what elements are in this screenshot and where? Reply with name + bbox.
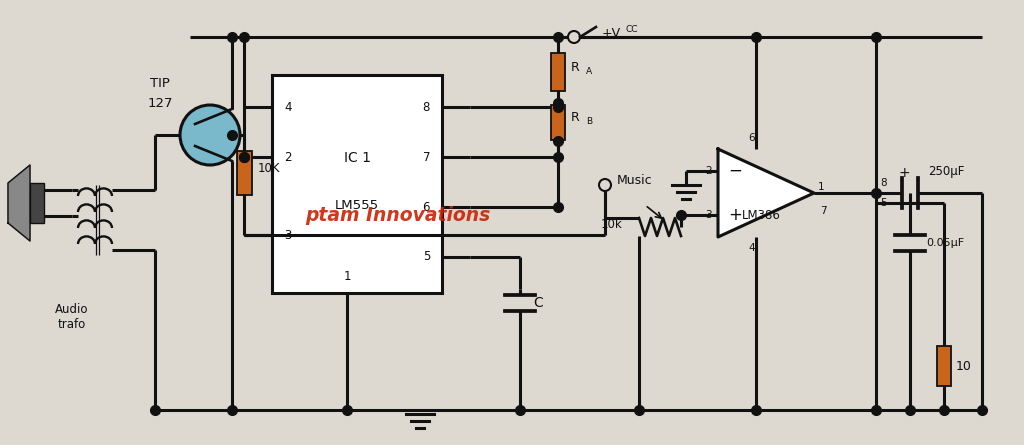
Text: 2: 2 (706, 166, 712, 176)
Text: R: R (571, 110, 580, 124)
Text: Music: Music (617, 174, 652, 187)
Text: 6: 6 (748, 133, 755, 143)
Text: 3: 3 (284, 228, 292, 242)
Text: 7: 7 (423, 150, 430, 163)
Text: 10K: 10K (258, 162, 281, 175)
Text: 1: 1 (343, 270, 351, 283)
Text: 4: 4 (748, 243, 755, 253)
Text: 5: 5 (880, 198, 887, 208)
Text: CC: CC (626, 24, 639, 33)
Text: +: + (728, 206, 741, 224)
Circle shape (568, 31, 580, 43)
Circle shape (599, 179, 611, 191)
Polygon shape (718, 149, 814, 237)
Text: 4: 4 (284, 101, 292, 113)
FancyBboxPatch shape (272, 75, 442, 293)
Bar (551, 53, 565, 91)
Text: 250μF: 250μF (928, 165, 965, 178)
Text: −: − (728, 162, 741, 180)
Bar (937, 346, 951, 386)
Text: 8: 8 (423, 101, 430, 113)
Circle shape (180, 105, 240, 165)
Bar (30, 183, 44, 223)
Text: +V: +V (602, 27, 622, 40)
Text: 8: 8 (880, 178, 887, 188)
Polygon shape (8, 165, 30, 241)
Text: 10: 10 (956, 360, 972, 372)
Text: 2: 2 (284, 150, 292, 163)
Text: TIP: TIP (151, 77, 170, 89)
Text: A: A (586, 66, 592, 76)
Bar (551, 105, 565, 139)
Text: 1: 1 (818, 182, 824, 192)
Text: ptam Innovations: ptam Innovations (305, 206, 490, 224)
Text: 3: 3 (706, 210, 712, 220)
Text: 0.05μF: 0.05μF (926, 238, 965, 248)
Text: 7: 7 (820, 206, 826, 216)
Text: C: C (534, 296, 543, 310)
Text: 10k: 10k (601, 218, 623, 231)
Text: B: B (586, 117, 592, 125)
Bar (237, 151, 252, 195)
Text: IC 1: IC 1 (343, 151, 371, 165)
Text: 5: 5 (423, 251, 430, 263)
Text: 127: 127 (147, 97, 173, 109)
Text: LM386: LM386 (741, 209, 780, 222)
Text: +: + (898, 166, 909, 180)
Text: 6: 6 (423, 201, 430, 214)
Text: R: R (571, 61, 580, 73)
Text: Audio
trafo: Audio trafo (55, 303, 89, 331)
Text: LM555: LM555 (335, 199, 379, 212)
